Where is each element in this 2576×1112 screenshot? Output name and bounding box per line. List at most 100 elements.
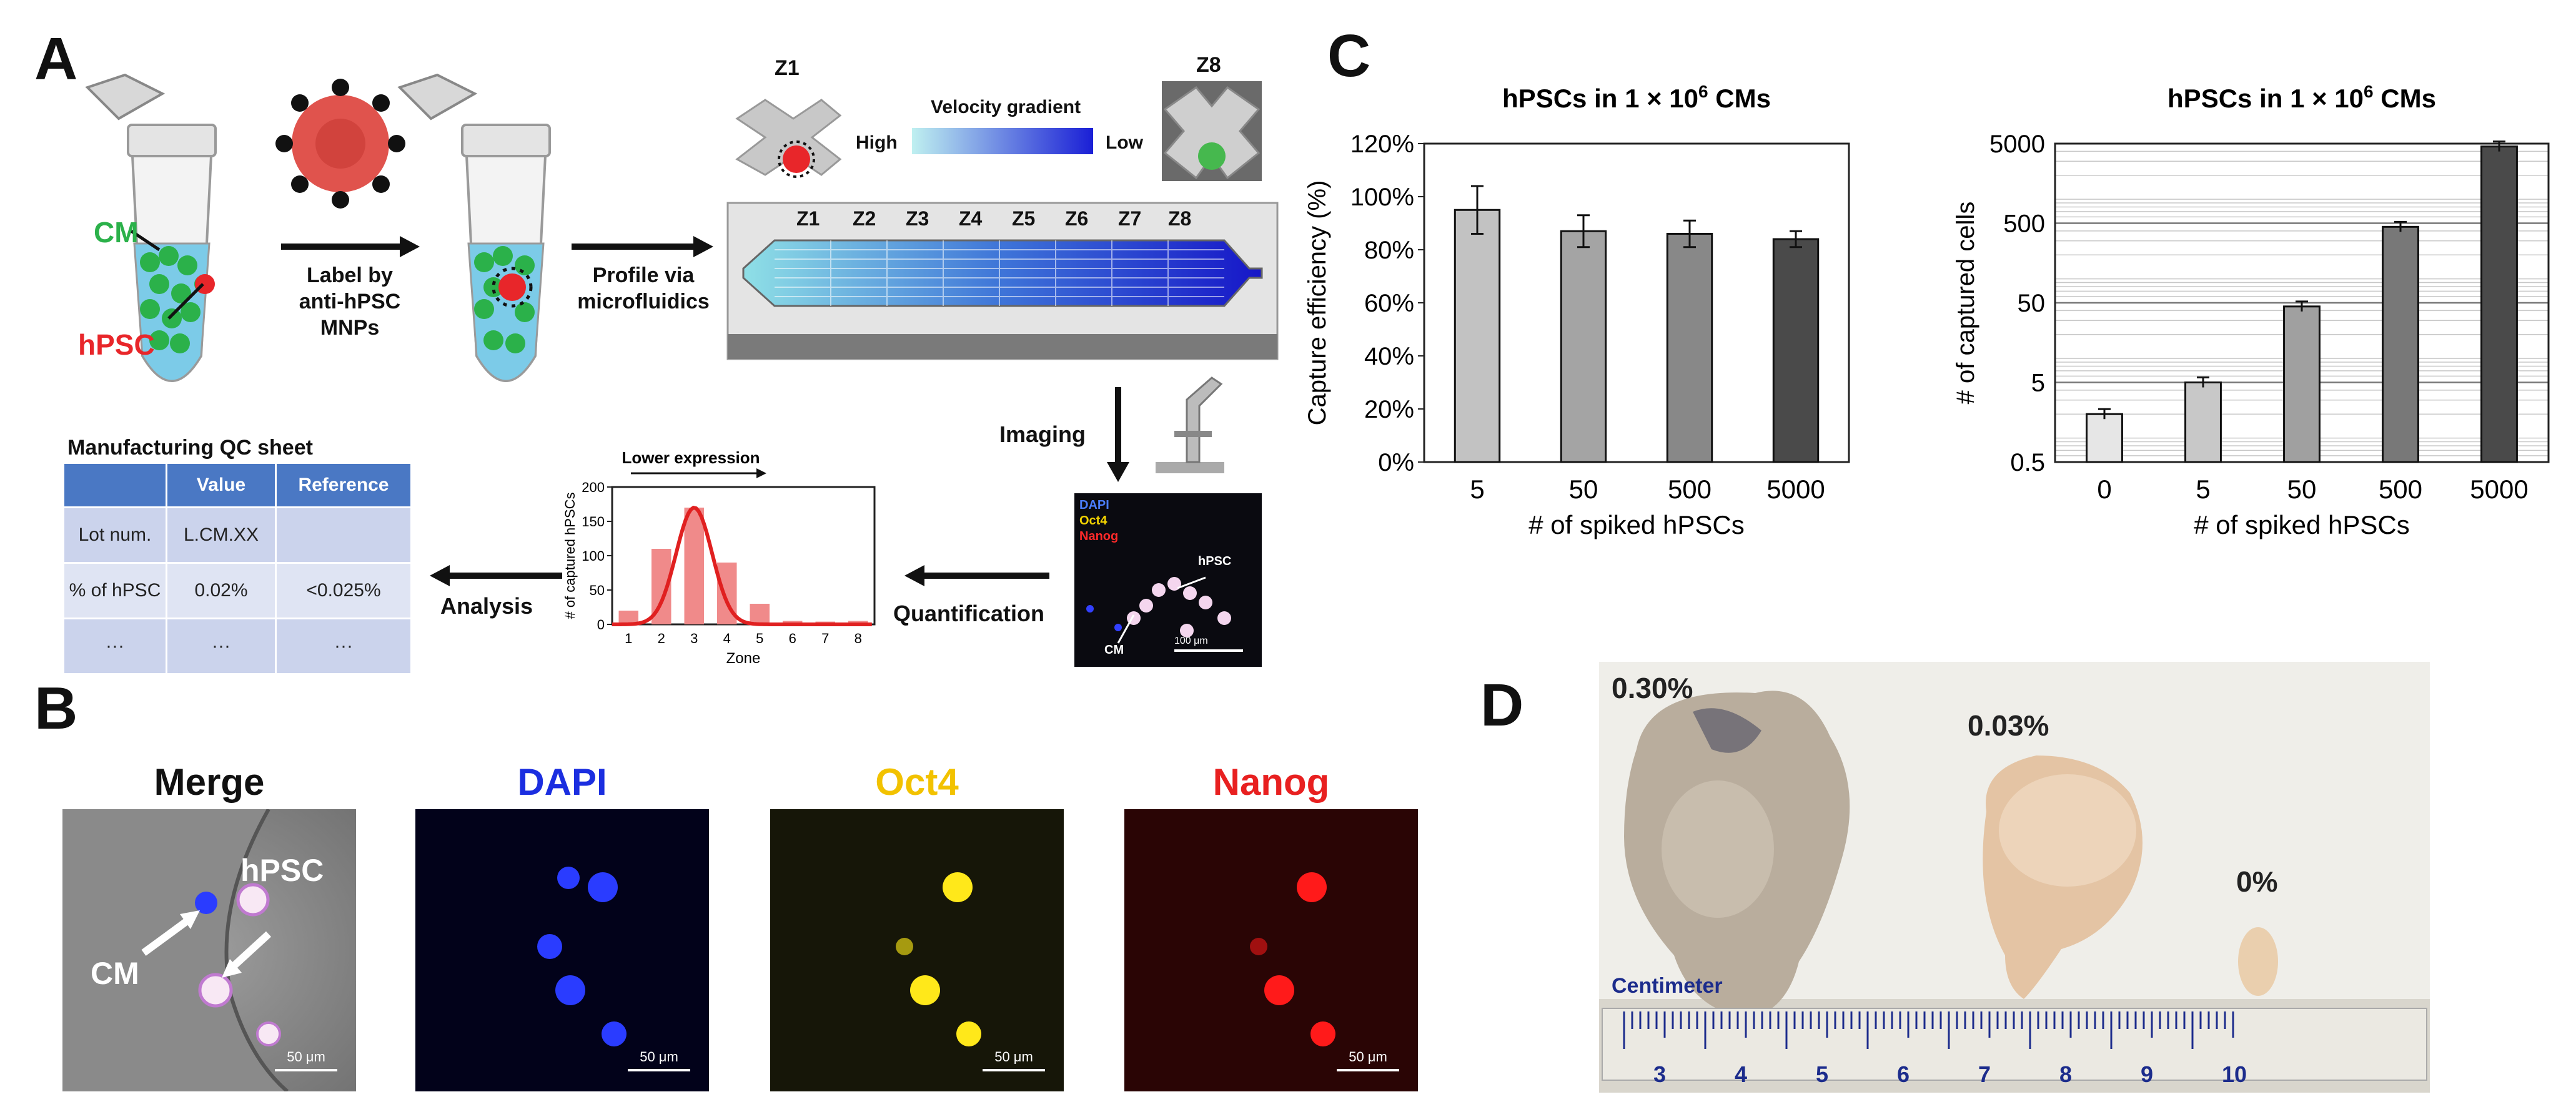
zone-label: Z3 — [906, 207, 929, 230]
x-tick-label: 5 — [1470, 475, 1484, 504]
analysis-label: Analysis — [440, 593, 533, 619]
efficiency-bar — [1666, 233, 1713, 463]
table-row: ··· ··· ··· — [62, 618, 412, 675]
efficiency-bar — [1454, 209, 1501, 463]
efficiency-y-label: Capture efficiency (%) — [1304, 180, 1331, 426]
zone-y-label: # of captured hPSCs — [562, 492, 578, 619]
z8-cross-icon — [1162, 81, 1262, 181]
y-tick-label: 40% — [1364, 343, 1414, 370]
qc-sheet-title: Manufacturing QC sheet — [67, 436, 313, 460]
y-tick-label: 20% — [1364, 396, 1414, 423]
zone-histogram-chart: 0 50 100 150 200 1 2 3 4 5 6 7 8 Zone # of captured hP… — [562, 450, 876, 667]
merge-scale-label: 50 μm — [287, 1049, 325, 1065]
panel-a-schematic — [85, 73, 1279, 667]
x-tick-label: 50 — [1569, 475, 1598, 504]
fluor-scale-bar — [1174, 649, 1243, 652]
ruler-number: 8 — [2059, 1061, 2073, 1087]
y-tick-label: 5 — [2031, 370, 2045, 397]
quantification-label: Quantification — [893, 601, 1044, 626]
zone-label: Z2 — [853, 207, 876, 230]
z8-label: Z8 — [1196, 53, 1221, 77]
qc-cell: L.CM.XX — [166, 506, 277, 564]
capture-efficiency-chart: hPSCs in 1 × 106 CMs 0% 20% 40% 60% 80% 100% 12… — [1304, 82, 1850, 539]
panel-letter-b: B — [34, 675, 78, 742]
x-tick-label: 5 — [2196, 475, 2210, 504]
qc-sheet-table: Value Reference Lot num. L.CM.XX % of hP… — [62, 462, 412, 675]
ruler-ticks — [1623, 1011, 2234, 1049]
qc-cell: <0.025% — [275, 562, 412, 619]
oct4-scale-bar — [983, 1069, 1045, 1071]
y-tick-label: 0.5 — [2010, 449, 2045, 476]
ruler-number: 7 — [1978, 1061, 1991, 1087]
y-tick-label: 60% — [1364, 290, 1414, 317]
qc-cell: 0.02% — [166, 562, 277, 619]
tumor-large — [1624, 691, 1850, 1018]
captured-bar — [2480, 145, 2518, 463]
log-chart-title: hPSCs in 1 × 106 CMs — [2167, 82, 2436, 113]
merge-arrows — [141, 910, 272, 978]
y-tick-label: 150 — [582, 514, 605, 529]
qc-header-cell — [62, 462, 167, 508]
tumor-small — [2238, 927, 2278, 996]
x-tick-label: 2 — [658, 631, 665, 646]
ruler-label: Centimeter — [1612, 974, 1723, 998]
panel-letter-c: C — [1327, 22, 1371, 89]
efficiency-chart-title: hPSCs in 1 × 106 CMs — [1502, 82, 1771, 113]
zone-label: Z8 — [1168, 207, 1192, 230]
captured-bar — [2283, 305, 2321, 463]
zone-label: Z5 — [1012, 207, 1036, 230]
tumor-label-003: 0.03% — [1968, 709, 2049, 742]
table-row: Lot num. L.CM.XX — [62, 506, 412, 564]
captured-cells-log-chart: hPSCs in 1 × 106 CMs 0.5 5 50 500 5000 0 5 50 500… — [1952, 82, 2550, 539]
fluorescence-mini-image — [1074, 493, 1262, 667]
y-tick-label: 0 — [597, 617, 605, 632]
x-tick-label: 1 — [625, 631, 632, 646]
ruler-number: 10 — [2222, 1061, 2247, 1087]
mnp-icon — [275, 79, 405, 209]
qc-cell — [275, 506, 412, 564]
y-tick-label: 50 — [590, 583, 605, 598]
fluor-hpsc-label: hPSC — [1198, 554, 1232, 568]
zone-bar — [750, 604, 770, 624]
velocity-low-label: Low — [1106, 132, 1143, 153]
zone-bar — [684, 508, 704, 624]
dapi-micrograph — [415, 809, 709, 1091]
qc-cell: ··· — [166, 618, 277, 675]
x-tick-label: 50 — [2287, 475, 2317, 504]
captured-bar — [2184, 381, 2222, 463]
nanog-scale-label: 50 μm — [1349, 1049, 1387, 1065]
panel-letter-a: A — [34, 26, 78, 92]
cm-label: CM — [94, 216, 139, 248]
dapi-scale-bar — [628, 1069, 690, 1071]
x-tick-label: 500 — [1668, 475, 1712, 504]
merge-scale-bar — [275, 1069, 337, 1071]
tumor-label-030: 0.30% — [1612, 672, 1693, 704]
ruler-number: 6 — [1897, 1061, 1910, 1087]
lower-expression-label: Lower expression — [622, 450, 760, 467]
gaussian-fit-curve — [612, 505, 872, 626]
microfluidic-device — [726, 202, 1279, 360]
qc-header-cell: Reference — [275, 462, 412, 508]
tube-before-icon — [85, 73, 217, 382]
captured-bar — [2086, 413, 2123, 463]
qc-header-row: Value Reference — [62, 462, 412, 508]
y-tick-label: 5000 — [1989, 130, 2045, 158]
ruler-number: 9 — [2141, 1061, 2154, 1087]
zone-label: Z7 — [1118, 207, 1142, 230]
merge-title: Merge — [154, 761, 265, 803]
x-tick-label: 0 — [2097, 475, 2111, 504]
efficiency-x-label: # of spiked hPSCs — [1528, 510, 1745, 539]
oct4-scale-label: 50 μm — [994, 1049, 1033, 1065]
table-row: % of hPSC 0.02% <0.025% — [62, 562, 412, 619]
zone-label: Z6 — [1065, 207, 1089, 230]
ruler-number: 4 — [1735, 1061, 1748, 1087]
velocity-gradient-bar — [912, 128, 1093, 154]
x-tick-label: 8 — [855, 631, 862, 646]
imaging-label: Imaging — [999, 421, 1086, 447]
nanog-micrograph — [1124, 809, 1418, 1091]
fluor-oct4-label: Oct4 — [1079, 514, 1107, 528]
qc-header-cell: Value — [166, 462, 277, 508]
fluor-nanog-label: Nanog — [1079, 529, 1119, 543]
merge-hpsc-label: hPSC — [240, 853, 324, 888]
ruler-number: 3 — [1653, 1061, 1667, 1087]
